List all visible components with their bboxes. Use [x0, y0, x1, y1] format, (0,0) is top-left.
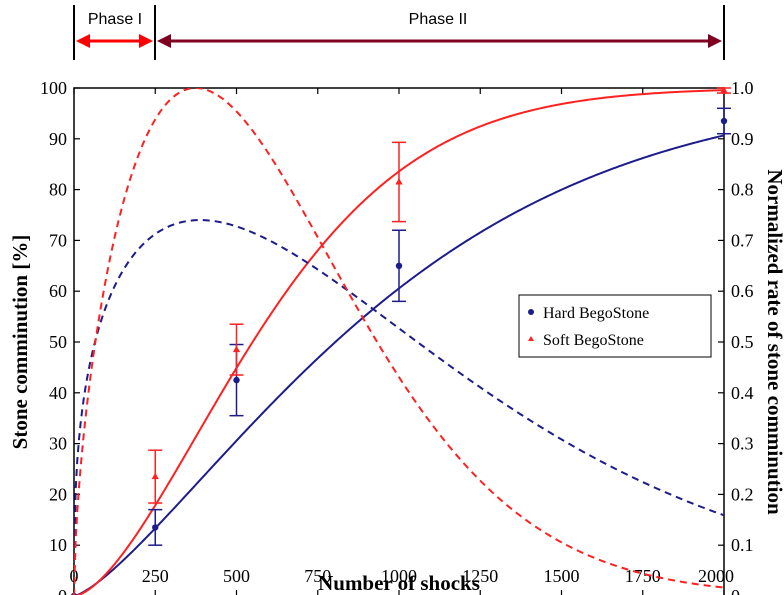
y-left-tick-label-0: 0 — [58, 586, 67, 595]
point-hard-250 — [152, 524, 159, 531]
y-left-tick-label-50: 50 — [49, 332, 67, 352]
y-left-tick-label-30: 30 — [49, 434, 67, 454]
y-right-tick-label-0.1: 0.1 — [731, 535, 754, 555]
point-hard-2000 — [720, 117, 728, 125]
y-right-tick-label-0.6: 0.6 — [731, 281, 754, 301]
rate-curve-soft — [74, 88, 724, 595]
y-right-tick-label-0.9: 0.9 — [731, 129, 754, 149]
phase-2-label: Phase II — [409, 11, 468, 28]
y-right-tick-label-0.3: 0.3 — [731, 434, 754, 454]
x-axis-label: Number of shocks — [318, 571, 480, 595]
y-left-tick-label-40: 40 — [49, 383, 67, 403]
point-soft-0 — [72, 592, 76, 595]
y-right-tick-label-0.7: 0.7 — [731, 230, 754, 250]
y-right-tick-label-0.2: 0.2 — [731, 484, 754, 504]
x-tick-label-250: 250 — [142, 566, 169, 586]
y-right-tick-label-1.0: 1.0 — [731, 78, 754, 98]
y-right-tick-label-0.4: 0.4 — [731, 383, 754, 403]
phase-indicator: Phase I Phase II — [73, 5, 725, 60]
point-hard-500 — [233, 376, 240, 384]
y-right-tick-label-0.5: 0.5 — [731, 332, 754, 352]
y-right-tick-label-0.8: 0.8 — [731, 180, 754, 200]
x-tick-label-2000: 2000 — [698, 566, 734, 586]
x-tick-label-1750: 1750 — [625, 566, 661, 586]
point-soft-1000 — [395, 177, 403, 185]
rate-curve-hard — [74, 219, 724, 595]
phase-1-arrow — [76, 34, 153, 48]
y-right-tick-label-0: 0 — [731, 586, 740, 595]
y-left-tick-label-10: 10 — [49, 535, 67, 555]
phase-2-arrow — [157, 34, 722, 48]
y-left-tick-label-70: 70 — [49, 230, 67, 250]
y-left-tick-label-100: 100 — [40, 78, 67, 98]
x-tick-label-750: 750 — [304, 566, 331, 586]
point-hard-1000 — [395, 262, 403, 269]
x-tick-label-0: 0 — [70, 566, 79, 586]
data-markers — [70, 86, 728, 595]
y-left-tick-label-90: 90 — [49, 129, 67, 149]
x-tick-label-1250: 1250 — [462, 566, 498, 586]
point-soft-2000 — [720, 86, 728, 94]
x-tick-label-500: 500 — [223, 566, 250, 586]
legend: Hard BegoStone Soft BegoStone — [518, 294, 712, 358]
x-tick-label-1000: 1000 — [381, 566, 417, 586]
legend-label-soft: Soft BegoStone — [543, 332, 644, 349]
point-soft-500 — [232, 345, 241, 353]
legend-box — [518, 294, 712, 358]
y-left-tick-label-60: 60 — [49, 281, 67, 301]
point-soft-250 — [151, 472, 159, 480]
y-axis-left-label: Stone comminution [%] — [8, 235, 32, 450]
legend-marker-hard — [528, 309, 534, 315]
y-left-tick-label-20: 20 — [49, 484, 67, 504]
y-left-tick-label-80: 80 — [49, 180, 67, 200]
legend-label-hard: Hard BegoStone — [543, 305, 649, 322]
phase-1-label: Phase I — [88, 11, 142, 28]
legend-marker-soft — [528, 336, 534, 341]
rate-curves — [74, 88, 724, 595]
axis-tick-labels: 0250500750100012501500175020000102030405… — [40, 78, 754, 595]
y-axis-right-label: Normalized rate of stone comminution — [763, 169, 784, 515]
x-tick-label-1500: 1500 — [544, 566, 580, 586]
